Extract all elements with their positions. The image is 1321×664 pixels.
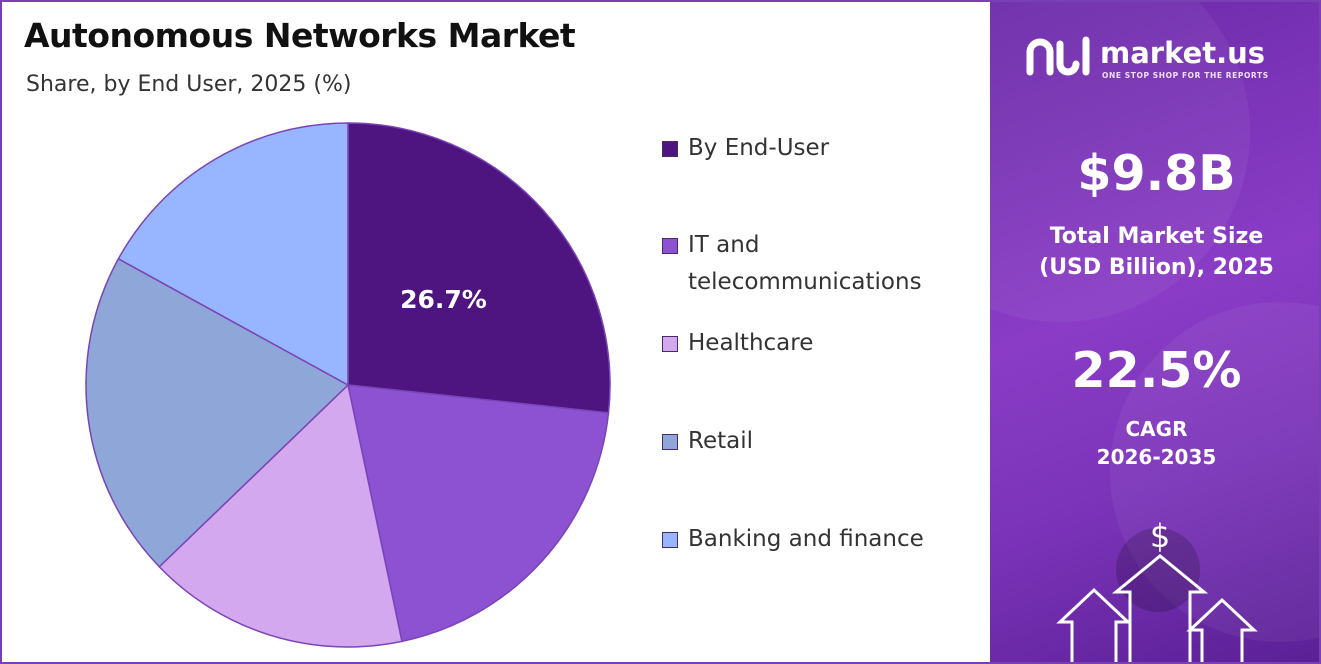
- cagr-label-line1: CAGR: [1125, 417, 1188, 441]
- market-us-logo-icon: [1026, 36, 1090, 76]
- brand-logo: market.us ONE STOP SHOP FOR THE REPORTS: [1026, 34, 1296, 84]
- legend-swatch: [662, 336, 678, 352]
- chart-title: Autonomous Networks Market: [24, 16, 576, 55]
- legend-swatch: [662, 238, 678, 254]
- pie-slice-retail: [85, 257, 350, 568]
- legend-label: Retail: [688, 428, 753, 454]
- pie-data-label: 26.7%: [400, 285, 487, 314]
- pie-slice-it-and-telecommunications: [347, 384, 610, 643]
- pie-chart: 26.7%: [85, 122, 611, 648]
- brand-name: market.us: [1100, 36, 1266, 70]
- svg-text:$: $: [1150, 517, 1170, 555]
- legend-swatch: [662, 434, 678, 450]
- market-size-value: $9.8B: [1077, 145, 1236, 202]
- pie-slice-banking-and-finance: [117, 122, 349, 387]
- market-size-label-line2: (USD Billion), 2025: [1039, 255, 1274, 280]
- chart-subtitle: Share, by End User, 2025 (%): [26, 72, 352, 97]
- legend-label: IT and telecommunications: [688, 232, 922, 295]
- legend-swatch: [662, 141, 678, 157]
- legend-label: Healthcare: [688, 330, 814, 356]
- legend-swatch: [662, 532, 678, 548]
- pie-slice-by-end-user: [347, 122, 611, 414]
- brand-tagline: ONE STOP SHOP FOR THE REPORTS: [1102, 71, 1269, 80]
- cagr-label-line2: 2026-2035: [1096, 445, 1217, 469]
- legend-label: Banking and finance: [688, 526, 924, 552]
- cagr-value: 22.5%: [1071, 342, 1242, 399]
- legend-label: By End-User: [688, 135, 830, 161]
- growth-arrows-icon: $: [1056, 517, 1258, 662]
- summary-panel: market.us ONE STOP SHOP FOR THE REPORTS …: [870, 2, 1319, 662]
- market-size-label-line1: Total Market Size: [1049, 224, 1264, 249]
- pie-slice-healthcare: [158, 383, 403, 648]
- chart-area: Autonomous Networks Market Share, by End…: [2, 2, 990, 662]
